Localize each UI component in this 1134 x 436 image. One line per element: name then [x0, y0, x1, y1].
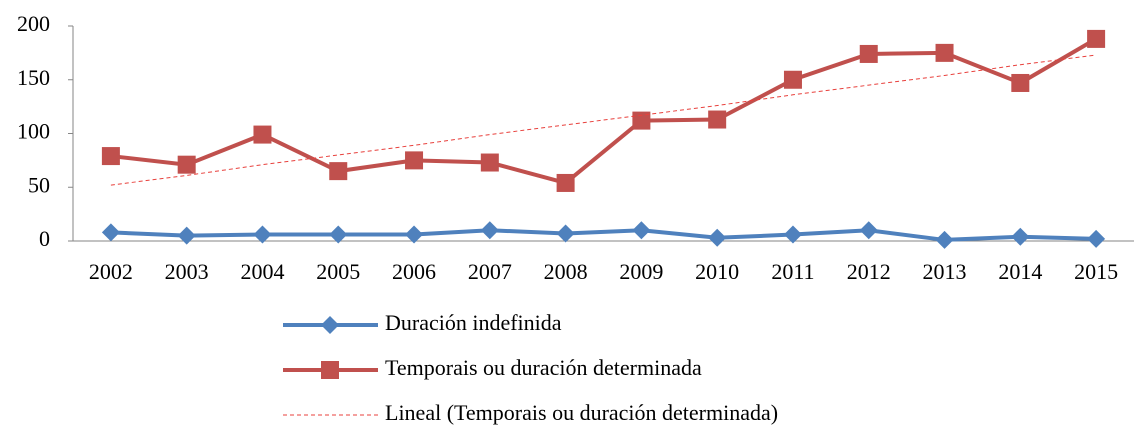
data-point [632, 111, 651, 130]
data-point [1011, 227, 1030, 246]
data-point [253, 125, 272, 144]
x-tick-label: 2011 [771, 259, 814, 284]
legend-label: Lineal (Temporais ou duración determinad… [385, 400, 778, 425]
data-point [101, 223, 120, 242]
data-point [405, 225, 424, 244]
x-tick-label: 2013 [923, 259, 967, 284]
x-tick-label: 2009 [619, 259, 663, 284]
x-tick-label: 2004 [240, 259, 284, 284]
legend-marker [321, 361, 339, 379]
data-point [935, 230, 954, 249]
data-point [253, 225, 272, 244]
data-point [177, 155, 196, 174]
data-point [101, 147, 120, 166]
y-tick-label: 50 [28, 172, 50, 197]
data-point [405, 151, 424, 170]
data-point [1087, 229, 1106, 248]
data-point [177, 226, 196, 245]
x-tick-label: 2012 [847, 259, 891, 284]
y-tick-label: 0 [39, 226, 50, 251]
data-point [556, 224, 575, 243]
data-point [480, 153, 499, 172]
data-point [708, 110, 727, 129]
data-point [1011, 73, 1030, 92]
x-tick-label: 2015 [1074, 259, 1118, 284]
y-tick-label: 200 [17, 11, 50, 36]
data-point [1087, 29, 1106, 48]
data-point [935, 43, 954, 62]
x-tick-label: 2005 [316, 259, 360, 284]
data-point [329, 162, 348, 181]
data-point [859, 44, 878, 63]
x-tick-label: 2014 [998, 259, 1042, 284]
data-point [632, 221, 651, 240]
y-tick-label: 100 [17, 119, 50, 144]
data-point [708, 228, 727, 247]
legend-marker [321, 316, 339, 334]
series-line [110, 37, 1098, 186]
y-tick-label: 150 [17, 65, 50, 90]
series-line [110, 228, 1097, 242]
data-point [329, 225, 348, 244]
data-point [480, 221, 499, 240]
data-point [859, 221, 878, 240]
trend-line [110, 54, 1097, 186]
data-point [556, 173, 575, 192]
x-tick-label: 2006 [392, 259, 436, 284]
x-tick-label: 2008 [544, 259, 588, 284]
x-tick-label: 2003 [165, 259, 209, 284]
data-point [783, 225, 802, 244]
data-point [783, 70, 802, 89]
legend-label: Duración indefinida [385, 310, 562, 335]
x-tick-label: 2002 [89, 259, 133, 284]
x-tick-label: 2010 [695, 259, 739, 284]
x-tick-label: 2007 [468, 259, 512, 284]
legend-label: Temporais ou duración determinada [385, 355, 702, 380]
